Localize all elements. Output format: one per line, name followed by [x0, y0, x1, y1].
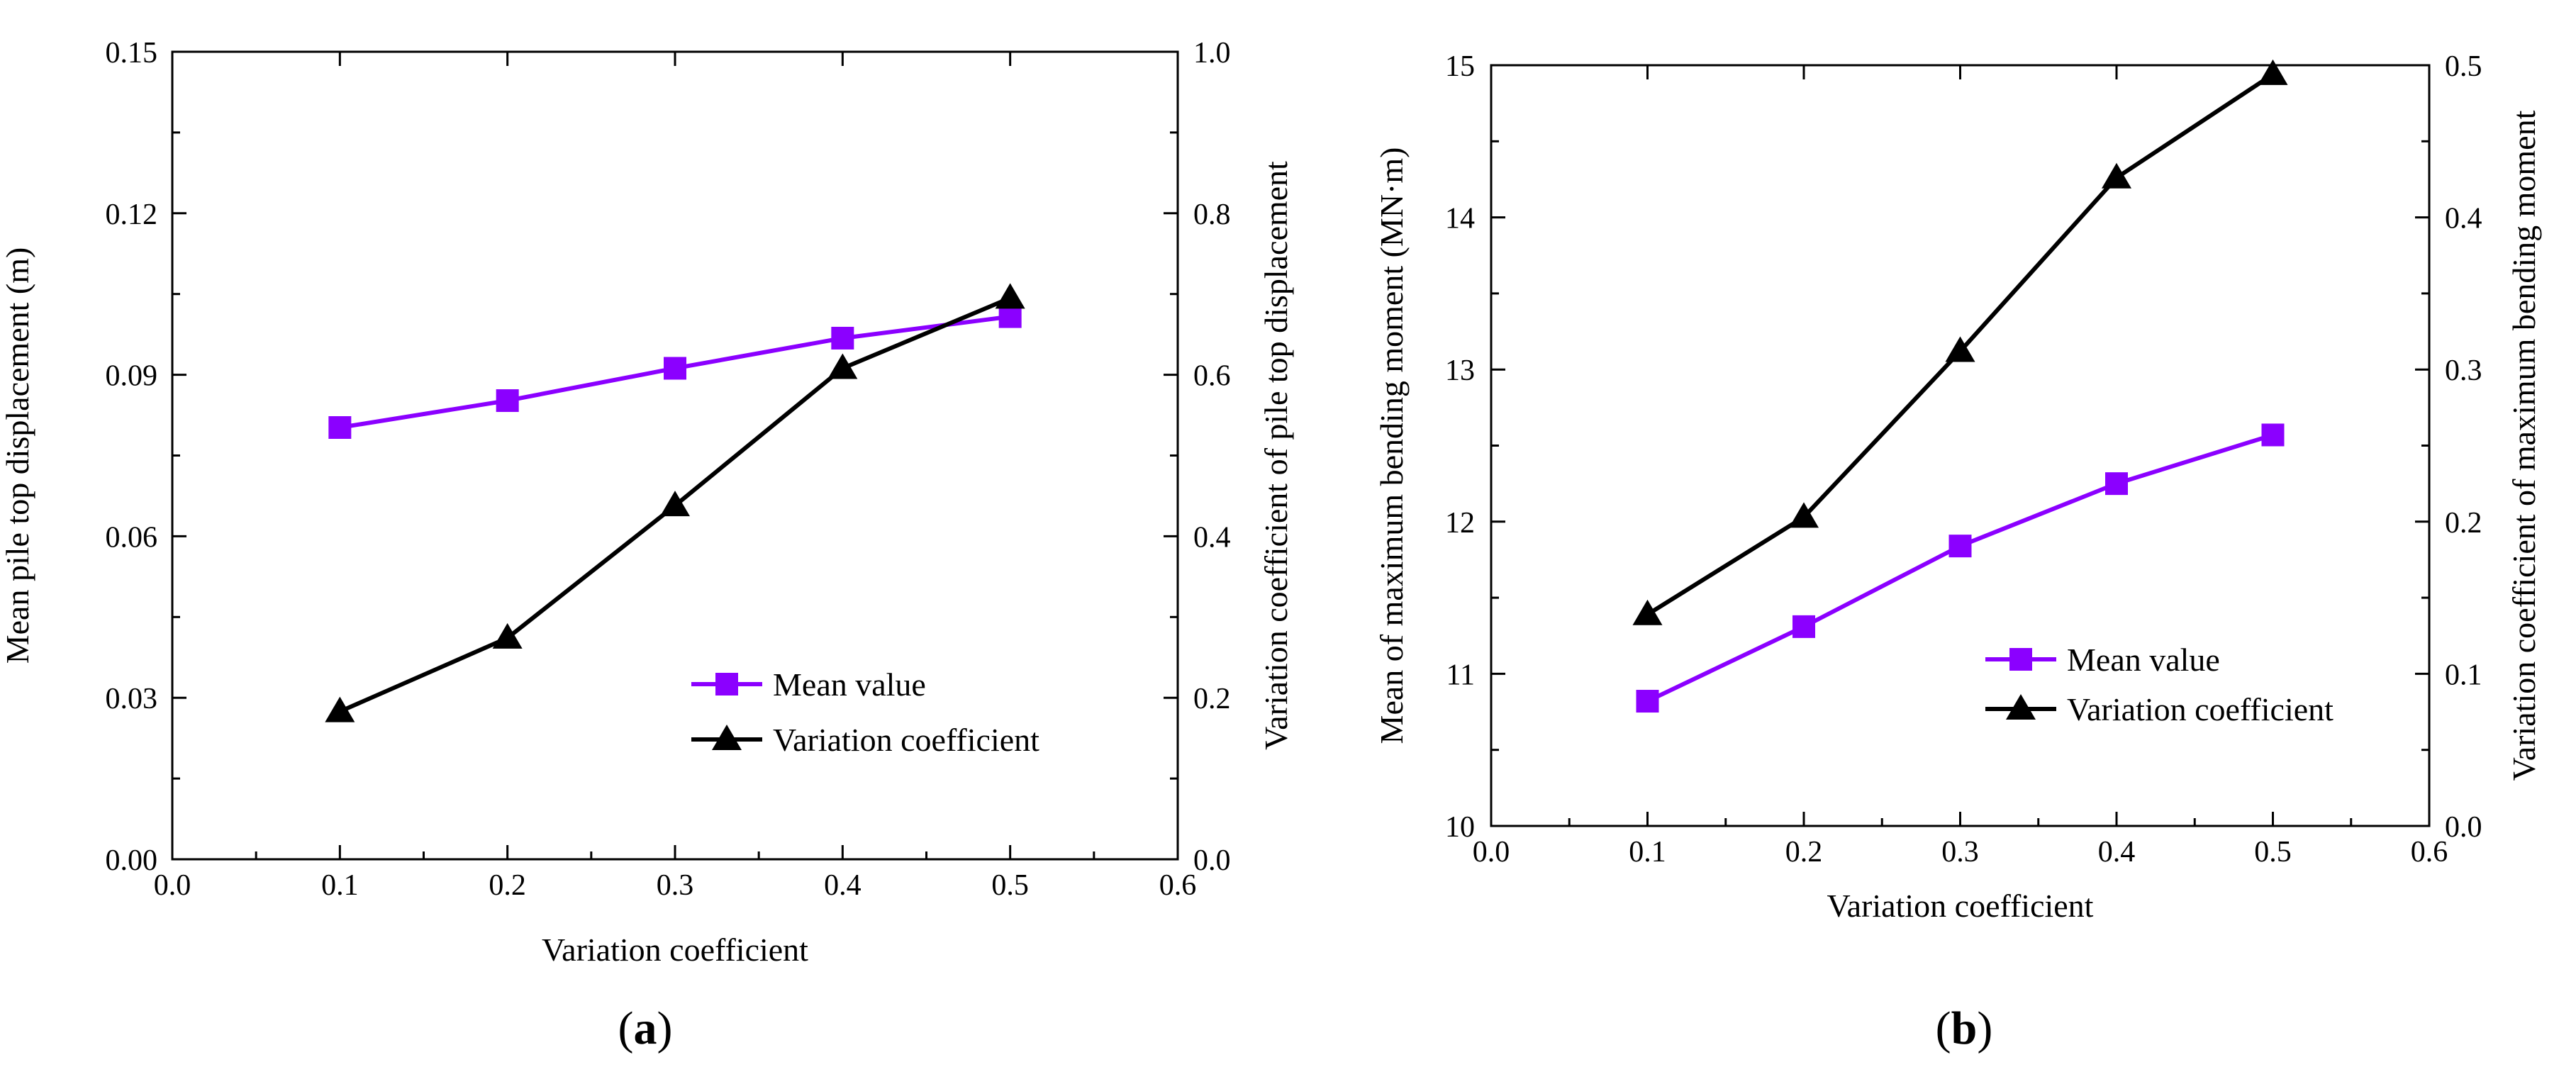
y-left-tick-label: 15	[1445, 50, 1475, 83]
x-tick-label: 0.2	[489, 869, 526, 902]
y-right-tick-label: 0.8	[1193, 199, 1231, 231]
x-tick-label: 0.6	[2411, 836, 2448, 868]
data-point-variation	[492, 622, 523, 649]
x-tick-label: 0.1	[321, 869, 359, 902]
legend-label: Variation coefficient	[2067, 691, 2334, 727]
legend-marker	[715, 673, 738, 695]
x-tick-label: 0.4	[824, 869, 862, 902]
data-point-variation	[827, 353, 858, 379]
data-point-mean	[2261, 423, 2285, 447]
data-point-mean	[1948, 535, 1972, 558]
y-right-tick-label: 0.0	[2445, 811, 2482, 844]
data-point-mean	[328, 416, 352, 440]
y-right-tick-label: 0.3	[2445, 354, 2482, 387]
y-left-tick-label: 0.03	[106, 683, 158, 715]
legend-marker	[2006, 694, 2036, 720]
y-right-tick-label: 0.1	[2445, 659, 2482, 691]
y-right-tick-label: 0.4	[1193, 521, 1231, 554]
legend-label: Variation coefficient	[773, 722, 1039, 758]
data-point-mean	[496, 389, 519, 413]
y-left-tick-label: 0.09	[106, 360, 158, 393]
x-axis-label: Variation coefficient	[1827, 888, 2094, 924]
y-left-tick-label: 0.00	[106, 844, 158, 877]
y-right-tick-label: 0.0	[1193, 844, 1231, 877]
x-tick-label: 0.2	[1785, 836, 1823, 868]
panel-b-label: (b)	[1936, 1002, 1993, 1054]
y-right-axis-label: Variation coefficient of pile top displa…	[1258, 161, 1294, 750]
panel-a-chart: 0.0 0.1 0.2 0.3 0.4 0.5 0.6 0.00 0.03 0.06 0.09 0.1…	[0, 37, 1294, 968]
y-right-tick-label: 0.4	[2445, 203, 2482, 235]
x-tick-label: 0.4	[2098, 836, 2136, 868]
data-point-mean	[998, 305, 1022, 328]
data-point-mean	[2105, 472, 2128, 496]
legend-marker	[2009, 648, 2032, 671]
x-tick-label: 0.5	[2254, 836, 2292, 868]
data-point-variation	[995, 283, 1025, 309]
y-left-tick-label: 0.15	[106, 37, 158, 69]
y-left-tick-label: 10	[1445, 811, 1475, 844]
data-point-variation	[325, 696, 355, 722]
legend-label: Mean value	[2067, 642, 2220, 678]
data-point-variation	[660, 491, 690, 517]
x-axis-label: Variation coefficient	[542, 932, 808, 968]
data-point-mean	[831, 326, 854, 350]
y-right-tick-label: 0.5	[2445, 50, 2482, 83]
y-left-tick-label: 11	[1446, 659, 1475, 691]
data-point-mean	[664, 357, 686, 380]
y-left-tick-label: 13	[1445, 354, 1475, 387]
y-right-tick-label: 0.2	[1193, 683, 1231, 715]
y-left-tick-label: 0.12	[106, 199, 158, 231]
panel-a-label: (a)	[618, 1002, 673, 1054]
data-point-variation	[1945, 336, 1975, 362]
y-left-tick-label: 12	[1445, 507, 1475, 540]
data-point-variation	[2258, 59, 2288, 85]
y-left-axis-label: Mean of maximum bending moment (MN·m)	[1373, 147, 1410, 744]
data-point-mean	[1792, 615, 1815, 638]
legend-marker	[712, 725, 742, 750]
y-right-axis-label: Variation coefficient of maximum bending…	[2506, 110, 2542, 781]
legend-label: Mean value	[773, 666, 926, 703]
y-right-tick-label: 0.6	[1193, 360, 1231, 393]
y-left-axis-label: Mean pile top displacement (m)	[0, 247, 35, 664]
x-tick-label: 0.0	[154, 869, 191, 902]
data-point-variation	[2102, 162, 2131, 189]
y-left-tick-label: 0.06	[106, 521, 158, 554]
x-tick-label: 0.3	[657, 869, 694, 902]
panel-b-chart: 0.0 0.1 0.2 0.3 0.4 0.5 0.6 10 11 12 13 14 15 0.0 0.1 0…	[1373, 50, 2542, 924]
data-point-variation	[1632, 599, 1663, 625]
legend: Mean value Variation coefficient	[691, 666, 1039, 758]
y-right-tick-label: 0.2	[2445, 507, 2482, 540]
x-tick-label: 0.1	[1629, 836, 1666, 868]
x-tick-label: 0.3	[1941, 836, 1979, 868]
x-tick-label: 0.5	[991, 869, 1029, 902]
data-point-mean	[1636, 690, 1659, 713]
x-tick-label: 0.6	[1159, 869, 1197, 902]
data-point-variation	[1789, 502, 1819, 528]
y-right-tick-label: 1.0	[1193, 37, 1231, 69]
y-left-tick-label: 14	[1445, 203, 1475, 235]
x-tick-label: 0.0	[1473, 836, 1510, 868]
legend: Mean value Variation coefficient	[1985, 642, 2334, 727]
